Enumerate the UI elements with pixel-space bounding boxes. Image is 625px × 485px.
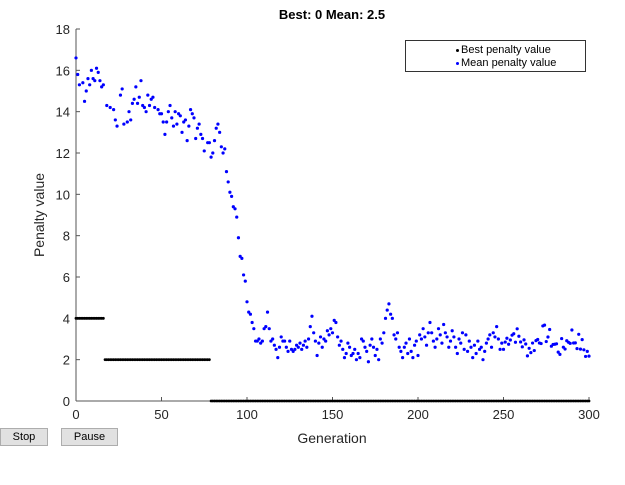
pause-button[interactable]: Pause [61,428,118,446]
mean-marker-icon [456,61,459,65]
y-tick-label: 0 [63,394,70,409]
x-tick-label: 100 [236,407,258,422]
x-tick-label: 0 [72,407,79,422]
legend-item-best: Best penalty value [406,43,585,57]
best-series-points [74,316,591,403]
legend: Best penalty value Mean penalty value [405,40,586,72]
chart-title: Best: 0 Mean: 2.5 [279,7,385,22]
x-tick-label: 200 [407,407,429,422]
x-tick-label: 150 [322,407,344,422]
y-tick-label: 2 [63,353,70,368]
legend-best-label: Best penalty value [461,44,551,56]
axes: 0 2 4 6 8 10 12 14 16 18 0 50 100 150 200 250 300 [56,22,600,422]
x-tick-label: 250 [493,407,515,422]
mean-series-points [74,56,591,364]
y-tick-label: 4 [63,311,70,326]
y-tick-label: 14 [56,105,70,120]
y-tick-label: 18 [56,22,70,37]
legend-item-mean: Mean penalty value [406,56,585,70]
x-axis-label: Generation [297,430,366,446]
y-tick-label: 10 [56,187,70,202]
x-tick-label: 300 [578,407,600,422]
y-tick-label: 12 [56,146,70,161]
legend-mean-label: Mean penalty value [461,57,557,69]
x-tick-label: 50 [154,407,168,422]
stop-button[interactable]: Stop [0,428,48,446]
y-tick-label: 8 [63,229,70,244]
y-tick-label: 16 [56,63,70,78]
best-marker-icon [456,48,459,52]
y-tick-label: 6 [63,270,70,285]
y-axis-label: Penalty value [31,173,47,257]
